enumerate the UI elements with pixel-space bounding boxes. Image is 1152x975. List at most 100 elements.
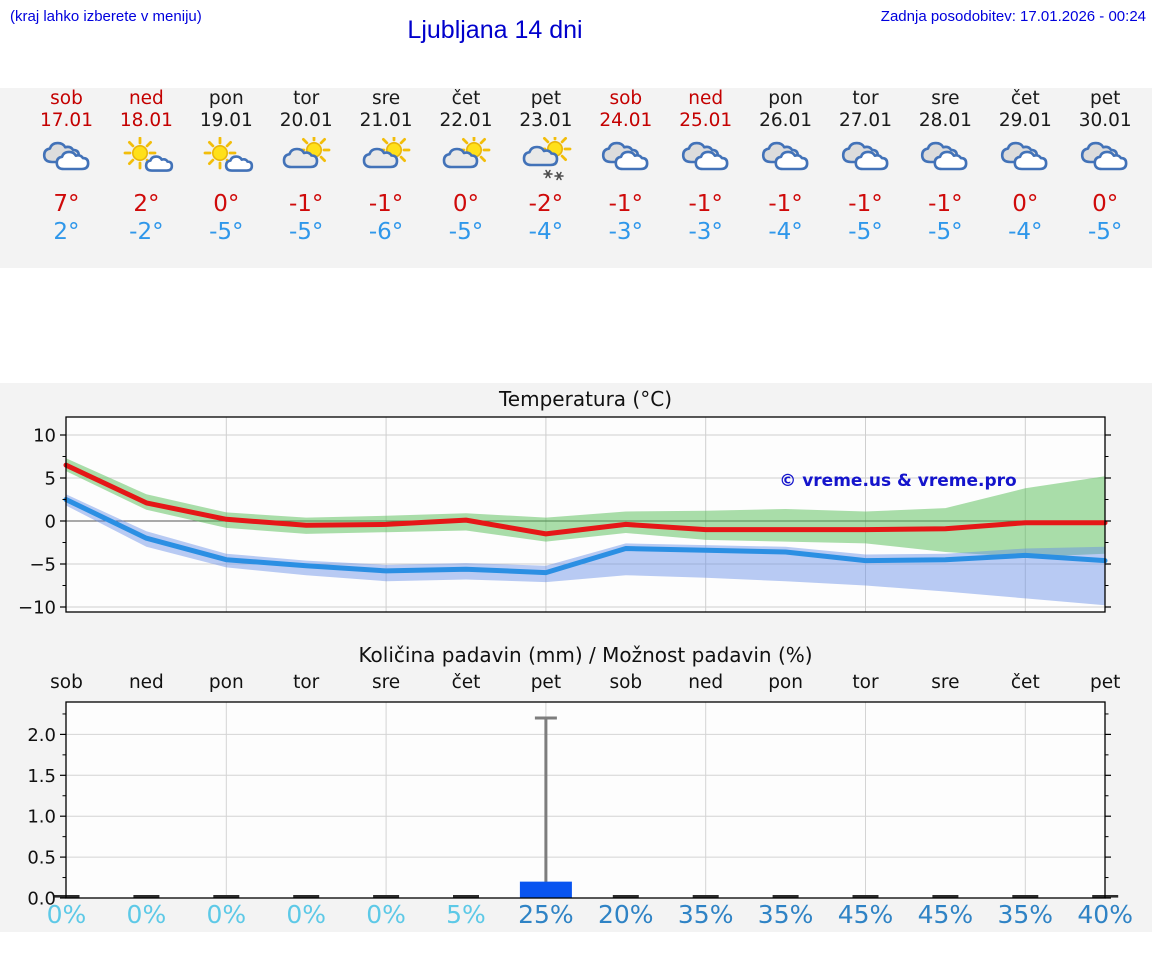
sun-cloud-icon xyxy=(203,136,254,172)
cloudy-icon xyxy=(1001,141,1048,171)
day-column: sob 17.01 7° 2° xyxy=(27,88,107,245)
precip-y-tick-label: 0.5 xyxy=(27,848,56,869)
day-date: 20.01 xyxy=(279,110,333,131)
day-icon-cell xyxy=(826,137,906,183)
day-date: 22.01 xyxy=(439,110,493,131)
watermark-link[interactable]: © vreme.us & vreme.pro xyxy=(779,471,1016,491)
precip-day-label: sob xyxy=(609,672,643,693)
day-high-temp: 0° xyxy=(452,191,480,217)
day-icon-cell xyxy=(506,132,586,183)
day-name: čet xyxy=(451,88,481,109)
precip-baseline-mark xyxy=(453,895,479,898)
day-icon-cell xyxy=(27,137,107,183)
day-high-temp: -1° xyxy=(688,191,723,217)
band-max-temperature-range xyxy=(66,458,1105,558)
precip-probability-value: 20% xyxy=(598,900,654,929)
day-icon-cell xyxy=(266,133,346,183)
precipitation-probability-row: 0% 0% 0% 0% 0% 5% 25% 20% 35% 35% 45% 45% 35% 40% xyxy=(0,900,1152,932)
day-low-temp: -6° xyxy=(368,219,404,245)
precip-probability-value: 45% xyxy=(837,900,894,929)
precip-day-label: sob xyxy=(50,672,83,693)
day-low-temp: -5° xyxy=(848,219,883,245)
day-date: 17.01 xyxy=(40,110,93,131)
cloudy-icon xyxy=(681,141,729,171)
day-date: 26.01 xyxy=(759,110,813,131)
precip-day-label: ned xyxy=(128,672,164,693)
day-column: čet 29.01 0° -4° xyxy=(985,88,1065,245)
day-date: 27.01 xyxy=(839,110,892,131)
day-icon-cell xyxy=(346,133,426,183)
day-low-temp: 2° xyxy=(53,219,80,245)
precip-probability-value: 0% xyxy=(366,900,406,929)
precip-y-tick-label: 1.0 xyxy=(27,807,56,828)
day-icon-cell xyxy=(586,137,666,183)
day-column: sre 21.01 -1° -6° xyxy=(346,88,426,245)
day-icon-cell xyxy=(746,137,826,183)
precip-baseline-mark xyxy=(373,895,400,898)
precipitation-chart-title: Količina padavin (mm) / Možnost padavin … xyxy=(358,643,813,667)
temperature-chart-title: Temperatura (°C) xyxy=(498,387,672,411)
temp-y-tick-label: 0 xyxy=(45,512,56,533)
day-date: 23.01 xyxy=(519,110,573,131)
day-column: sre 28.01 -1° -5° xyxy=(905,88,985,245)
temp-y-tick-label: −5 xyxy=(29,555,56,576)
last-update-label: Zadnja posodobitev: 17.01.2026 - 00:24 xyxy=(880,8,1146,25)
day-name: pon xyxy=(208,88,244,109)
cloudy-icon xyxy=(1081,141,1128,171)
day-high-temp: -1° xyxy=(768,191,803,217)
day-name: tor xyxy=(293,88,320,109)
day-high-temp: -1° xyxy=(368,191,404,217)
precip-bar xyxy=(519,881,572,898)
precip-probability-value: 35% xyxy=(997,900,1054,929)
day-low-temp: -4° xyxy=(1008,219,1043,245)
day-name: ned xyxy=(688,88,724,109)
day-date: 24.01 xyxy=(599,110,653,131)
band-min-temperature-range xyxy=(66,494,1105,606)
day-icon-cell xyxy=(905,137,985,183)
cloudy-icon xyxy=(601,141,649,171)
location-menu-hint: (kraj lahko izberete v meniju) xyxy=(10,8,202,25)
day-icon-cell xyxy=(985,137,1065,183)
day-low-temp: -4° xyxy=(528,219,564,245)
day-high-temp: -1° xyxy=(288,191,324,217)
precip-day-label: ned xyxy=(688,672,724,693)
precipitation-day-labels: sob ned pon tor sre čet pet sob ned pon tor sre čet p… xyxy=(0,672,1152,694)
precip-probability-value: 5% xyxy=(446,900,486,929)
temperature-chart: 10 5 0 −5 −10 © vreme.us & vreme.pro xyxy=(18,416,1111,619)
precip-probability-value: 0% xyxy=(286,900,327,929)
day-column: ned 25.01 -1° -3° xyxy=(666,88,746,245)
temp-y-tick-label: 10 xyxy=(33,426,56,447)
day-low-temp: -4° xyxy=(768,219,803,245)
cloud-sun-icon xyxy=(282,133,331,169)
cloudy-icon xyxy=(42,141,89,171)
day-low-temp: -5° xyxy=(928,219,963,245)
cloudy-icon xyxy=(921,141,968,171)
precip-baseline-mark xyxy=(213,895,240,898)
precip-probability-value: 45% xyxy=(917,900,974,929)
day-icon-cell xyxy=(666,137,746,183)
day-column: pet 30.01 0° -5° xyxy=(1065,88,1145,245)
day-low-temp: -5° xyxy=(448,219,484,245)
day-icon-cell xyxy=(186,136,266,183)
day-column: tor 27.01 -1° -5° xyxy=(826,88,906,245)
day-column: čet 22.01 0° -5° xyxy=(426,88,506,245)
cloudy-icon xyxy=(761,141,809,171)
day-name: tor xyxy=(852,88,879,109)
day-high-temp: 2° xyxy=(133,191,160,217)
precip-baseline-mark xyxy=(133,895,160,898)
page-title: Ljubljana 14 dni xyxy=(407,16,583,44)
day-low-temp: -3° xyxy=(688,219,723,245)
day-name: sre xyxy=(371,88,401,109)
day-high-temp: 0° xyxy=(1012,191,1039,217)
cloud-sun-icon xyxy=(442,133,491,169)
precip-probability-value: 35% xyxy=(677,900,734,929)
precip-day-label: čet xyxy=(451,672,481,693)
day-name: ned xyxy=(128,88,164,109)
precip-baseline-mark xyxy=(772,895,799,898)
precip-baseline-mark xyxy=(293,895,320,898)
day-high-temp: 7° xyxy=(53,191,80,217)
day-column: ned 18.01 2° -2° xyxy=(106,88,186,245)
precip-y-tick-label: 2.0 xyxy=(27,725,56,746)
day-date: 29.01 xyxy=(998,110,1052,131)
cloud-sun-snow-icon xyxy=(522,132,572,181)
